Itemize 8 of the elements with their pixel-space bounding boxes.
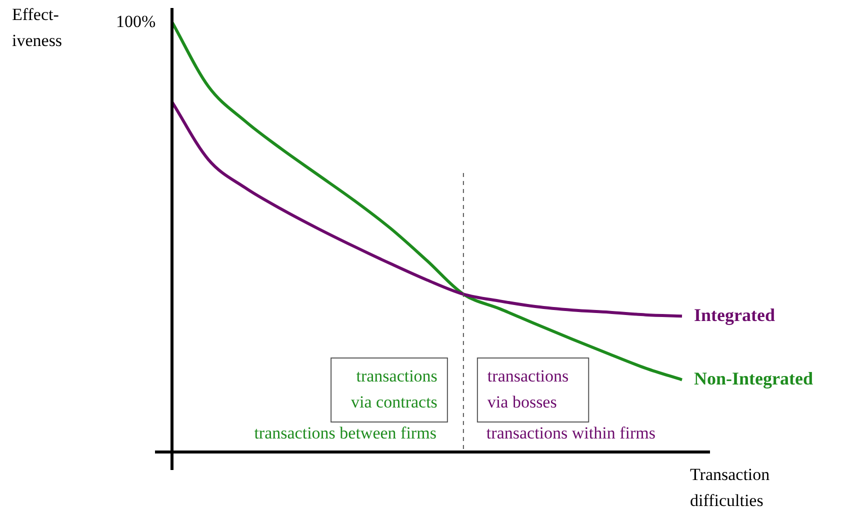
annotation: 100% (116, 11, 156, 33)
text: Effect- iveness (12, 4, 62, 52)
annotation: transactions between firms (254, 423, 436, 442)
x-axis-title: Transaction difficulties (690, 464, 770, 512)
annotation: transactions within firms (486, 423, 656, 442)
series-label: Non-Integrated (694, 368, 813, 388)
annotation: transactions via contracts (351, 366, 438, 412)
series-label: Integrated (694, 304, 775, 325)
